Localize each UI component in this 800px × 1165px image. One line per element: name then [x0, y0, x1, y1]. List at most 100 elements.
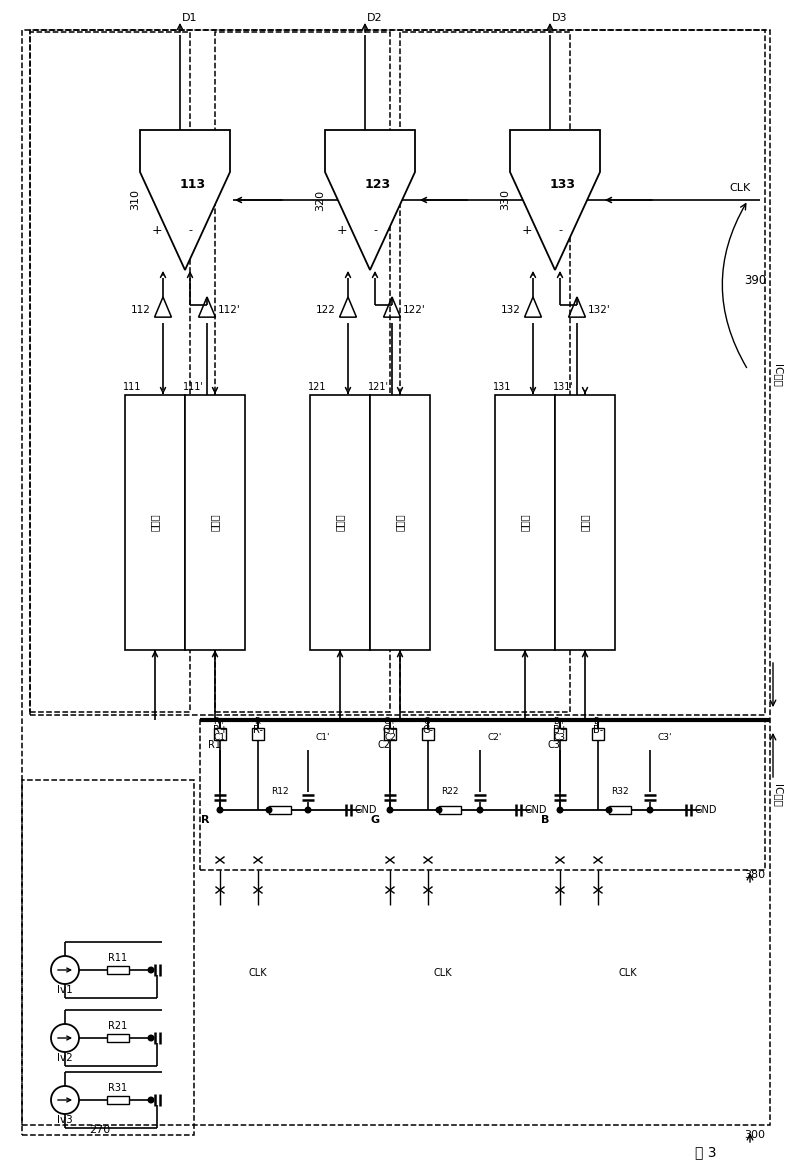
Text: 330: 330: [500, 190, 510, 211]
Text: G+: G+: [383, 718, 397, 727]
Text: GND: GND: [525, 805, 547, 816]
Circle shape: [387, 807, 393, 813]
Text: D1: D1: [182, 13, 198, 23]
Bar: [554, 728, 566, 740]
Text: C1': C1': [316, 734, 330, 742]
Circle shape: [218, 807, 222, 813]
Text: 122': 122': [402, 305, 426, 315]
Bar: [107, 1035, 129, 1042]
Text: R-: R-: [253, 725, 263, 735]
Text: Iv1: Iv1: [57, 984, 73, 995]
Text: B: B: [541, 816, 549, 825]
Text: D2: D2: [367, 13, 383, 23]
Text: IC外部: IC外部: [773, 784, 783, 806]
Text: 380: 380: [745, 870, 766, 880]
Text: 122: 122: [316, 305, 336, 315]
Bar: [269, 806, 291, 814]
Text: C3: C3: [554, 734, 566, 742]
Circle shape: [148, 1036, 154, 1040]
Circle shape: [306, 807, 310, 813]
Text: +: +: [152, 224, 162, 236]
Text: R21: R21: [108, 1021, 128, 1031]
Text: 123: 123: [365, 178, 391, 191]
Text: -: -: [558, 225, 562, 235]
Text: G: G: [370, 816, 379, 825]
Text: 112: 112: [131, 305, 151, 315]
Text: 121: 121: [308, 382, 326, 391]
Text: R31: R31: [109, 1083, 127, 1093]
Text: 132': 132': [588, 305, 610, 315]
Text: GND: GND: [354, 805, 378, 816]
Text: 笝位器: 笝位器: [520, 514, 530, 531]
Text: 390: 390: [744, 274, 766, 287]
Bar: [185, 395, 245, 650]
Circle shape: [606, 807, 612, 813]
Bar: [370, 395, 430, 650]
Text: G-: G-: [423, 718, 433, 727]
Circle shape: [647, 807, 653, 813]
Text: 270: 270: [90, 1125, 110, 1135]
Circle shape: [148, 1097, 154, 1103]
Text: 笝位器: 笝位器: [395, 514, 405, 531]
Text: R12: R12: [271, 788, 289, 797]
Bar: [125, 395, 185, 650]
Text: C2: C2: [384, 734, 396, 742]
Text: 131: 131: [493, 382, 511, 391]
Text: 笝位器: 笝位器: [580, 514, 590, 531]
Bar: [422, 728, 434, 740]
Circle shape: [148, 967, 154, 973]
Text: +: +: [522, 224, 532, 236]
Text: CLK: CLK: [730, 183, 750, 193]
Bar: [200, 720, 765, 870]
Text: -: -: [188, 225, 192, 235]
Text: G-: G-: [422, 725, 434, 735]
Text: R+: R+: [213, 725, 227, 735]
Text: R11: R11: [109, 953, 127, 963]
Text: 113: 113: [180, 178, 206, 191]
Text: 320: 320: [315, 190, 325, 211]
Text: 112': 112': [218, 305, 240, 315]
Text: C2: C2: [378, 740, 391, 750]
Bar: [384, 728, 396, 740]
Bar: [107, 1096, 129, 1104]
Bar: [555, 395, 615, 650]
Text: 111: 111: [123, 382, 142, 391]
Text: 图 3: 图 3: [695, 1145, 717, 1159]
Text: -: -: [373, 225, 377, 235]
Text: C1: C1: [214, 734, 226, 742]
Text: 133: 133: [550, 178, 576, 191]
Bar: [30, 30, 765, 715]
Bar: [107, 966, 129, 974]
Text: B-: B-: [594, 718, 602, 727]
Text: 笝位器: 笝位器: [150, 514, 160, 531]
Polygon shape: [325, 130, 415, 270]
Text: B+: B+: [553, 725, 567, 735]
Bar: [310, 395, 370, 650]
Bar: [214, 728, 226, 740]
Text: R32: R32: [611, 788, 629, 797]
Circle shape: [477, 807, 483, 813]
Text: 笝位器: 笝位器: [210, 514, 220, 531]
Circle shape: [266, 807, 272, 813]
Bar: [252, 728, 264, 740]
Circle shape: [436, 807, 442, 813]
Text: Iv2: Iv2: [57, 1053, 73, 1062]
Text: D3: D3: [552, 13, 568, 23]
Text: GND: GND: [694, 805, 718, 816]
Text: C3': C3': [658, 734, 672, 742]
Text: C3: C3: [548, 740, 561, 750]
Text: B-: B-: [593, 725, 603, 735]
Text: CLK: CLK: [249, 968, 267, 977]
Text: 111': 111': [183, 382, 204, 391]
Bar: [439, 806, 461, 814]
Text: 132: 132: [501, 305, 521, 315]
Polygon shape: [140, 130, 230, 270]
Text: R+: R+: [214, 718, 226, 727]
Text: B+: B+: [554, 718, 566, 727]
Bar: [22, 781, 194, 1135]
Text: Iv3: Iv3: [57, 1115, 73, 1125]
Text: 310: 310: [130, 190, 140, 211]
Text: G+: G+: [382, 725, 398, 735]
Text: 131': 131': [553, 382, 574, 391]
Text: R1: R1: [208, 740, 221, 750]
